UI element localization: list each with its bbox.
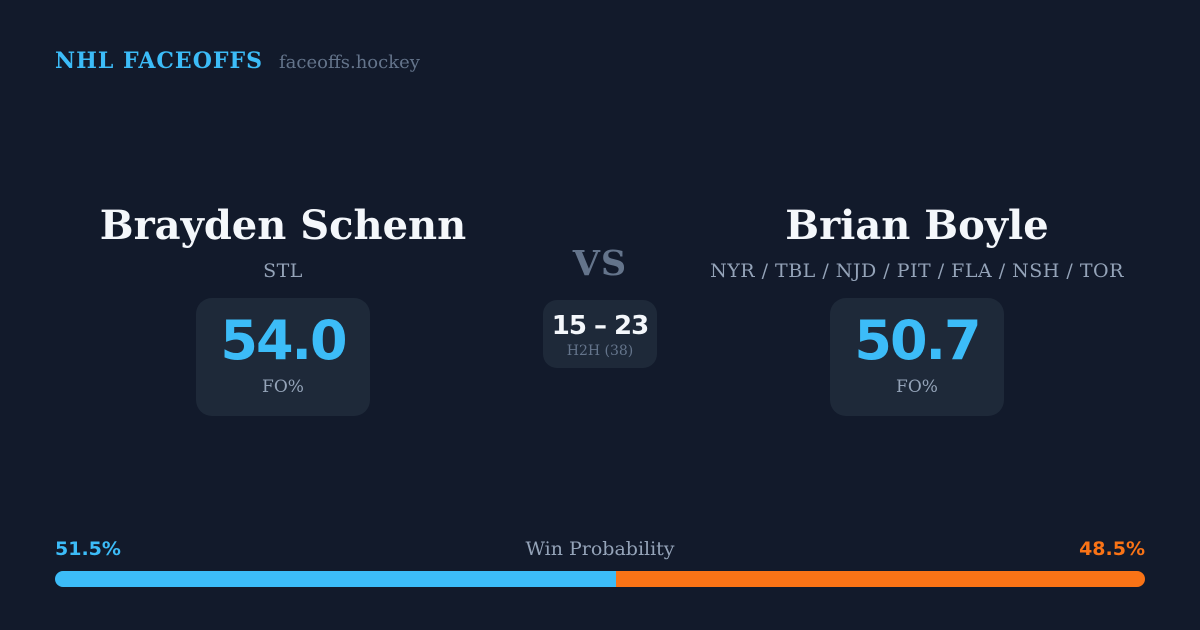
brand-title: NHL FACEOFFS bbox=[55, 48, 263, 74]
win-prob-title: Win Probability bbox=[525, 538, 675, 560]
player-left-fo-value: 54.0 bbox=[220, 309, 347, 372]
player-left-fo-label: FO% bbox=[262, 377, 304, 397]
player-left-stat-card: 54.0 FO% bbox=[196, 298, 370, 416]
player-right-teams: NYR / TBL / NJD / PIT / FLA / NSH / TOR bbox=[710, 260, 1124, 282]
win-probability-labels: 51.5% Win Probability 48.5% bbox=[55, 538, 1145, 564]
win-prob-left-pct: 51.5% bbox=[55, 538, 121, 560]
win-prob-left-segment bbox=[55, 571, 617, 587]
matchup-center: VS 15 – 23 H2H (38) bbox=[500, 246, 700, 368]
player-right: Brian Boyle NYR / TBL / NJD / PIT / FLA … bbox=[697, 205, 1137, 416]
player-right-name: Brian Boyle bbox=[785, 202, 1049, 249]
player-left: Brayden Schenn STL 54.0 FO% bbox=[63, 205, 503, 416]
vs-label: VS bbox=[572, 243, 628, 284]
win-probability-section: 51.5% Win Probability 48.5% bbox=[55, 538, 1145, 587]
player-right-fo-label: FO% bbox=[896, 377, 938, 397]
player-right-fo-value: 50.7 bbox=[854, 309, 981, 372]
win-prob-right-segment bbox=[616, 571, 1145, 587]
player-left-teams: STL bbox=[263, 260, 303, 282]
player-right-stat-card: 50.7 FO% bbox=[830, 298, 1004, 416]
h2h-score: 15 – 23 bbox=[551, 311, 649, 341]
h2h-card: 15 – 23 H2H (38) bbox=[543, 300, 657, 368]
site-url: faceoffs.hockey bbox=[279, 52, 420, 73]
h2h-label: H2H (38) bbox=[566, 343, 634, 359]
header: NHL FACEOFFS faceoffs.hockey bbox=[55, 48, 420, 74]
win-prob-right-pct: 48.5% bbox=[1079, 538, 1145, 560]
win-probability-bar bbox=[55, 571, 1145, 587]
player-left-name: Brayden Schenn bbox=[99, 202, 467, 249]
